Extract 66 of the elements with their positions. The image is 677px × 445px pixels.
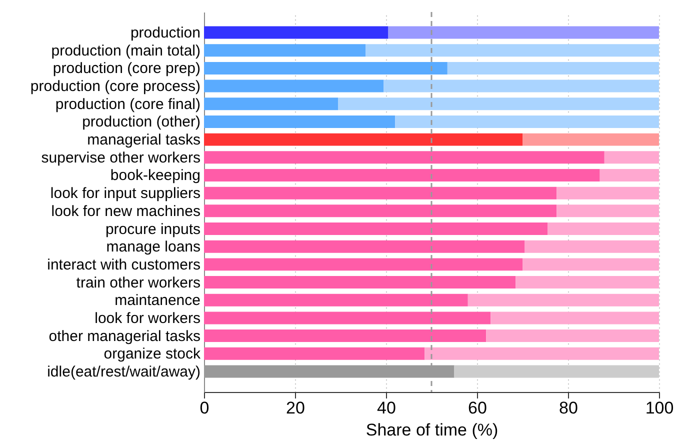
bar (204, 330, 486, 342)
x-tick-label: 60 (468, 398, 487, 418)
bar (454, 365, 659, 378)
bar (388, 26, 659, 39)
bar (366, 44, 659, 57)
y-tick-label: production (main total) (51, 42, 200, 60)
y-tick-label: maintanence (114, 292, 200, 310)
bar (447, 62, 659, 74)
y-tick-label: production (other) (82, 114, 200, 131)
bar (604, 151, 659, 164)
bar (204, 115, 396, 128)
bar (486, 330, 659, 342)
bar (204, 62, 448, 74)
bar (204, 151, 604, 164)
bar (556, 186, 659, 200)
y-tick-label: book-keeping (110, 167, 200, 184)
y-tick-label: procure inputs (105, 220, 200, 238)
bar (522, 258, 659, 271)
bar (556, 204, 659, 218)
bar (204, 26, 388, 39)
bar (468, 294, 659, 306)
y-tick-label: train other workers (76, 274, 200, 292)
bar (204, 186, 557, 200)
y-tick-label: interact with customers (47, 256, 200, 274)
y-tick-label: look for input suppliers (50, 185, 200, 202)
bar (204, 133, 522, 146)
bar (204, 168, 600, 182)
bar (522, 133, 659, 146)
y-tick-label: production (core process) (30, 78, 200, 96)
x-axis-title: Share of time (%) (366, 420, 498, 440)
x-tick-label: 0 (200, 398, 210, 418)
y-tick-label: look for workers (94, 310, 200, 327)
bar (204, 204, 557, 218)
x-tick-label: 80 (559, 398, 578, 418)
bar (204, 44, 366, 57)
bar (204, 80, 384, 92)
bar (204, 240, 525, 253)
y-tick-label: other managerial tasks (48, 328, 200, 345)
y-tick-label: production (core prep) (52, 60, 200, 78)
bar (204, 312, 491, 324)
bar (384, 80, 659, 92)
bar (524, 240, 659, 253)
bar (395, 115, 659, 128)
bar (548, 222, 659, 236)
y-tick-label: organize stock (104, 346, 201, 363)
bar (204, 258, 522, 271)
y-tick-label: look for new machines (51, 202, 200, 220)
y-tick-label: supervise other workers (41, 149, 200, 166)
bar (516, 276, 659, 289)
y-tick-label: manage loans (106, 238, 200, 256)
bar (204, 294, 468, 306)
x-tick-label: 40 (377, 398, 396, 418)
y-tick-label: managerial tasks (87, 132, 200, 149)
bar (204, 222, 548, 236)
y-tick-label: production (core final) (55, 96, 200, 113)
bar (600, 168, 659, 182)
bar (204, 98, 338, 110)
x-tick-label: 100 (645, 398, 674, 418)
x-tick-label: 20 (286, 398, 305, 418)
bar (204, 347, 425, 360)
bar (424, 347, 659, 360)
bar (338, 98, 659, 110)
bar (490, 312, 659, 324)
y-tick-label: production (130, 24, 200, 42)
bar (204, 276, 516, 289)
y-tick-label: idle(eat/rest/wait/away) (47, 363, 200, 380)
